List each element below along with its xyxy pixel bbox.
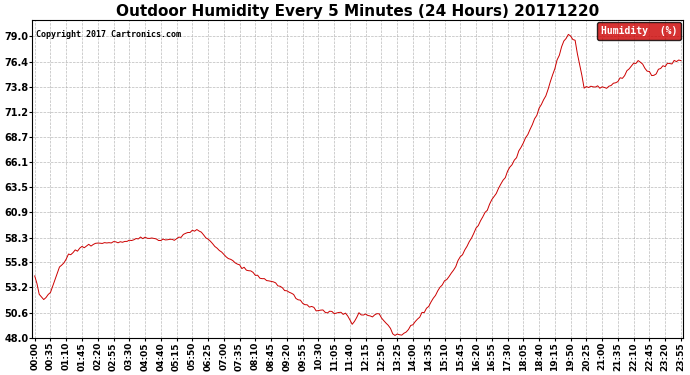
- Text: Copyright 2017 Cartronics.com: Copyright 2017 Cartronics.com: [36, 30, 181, 39]
- Legend: Humidity  (%): Humidity (%): [597, 22, 681, 40]
- Title: Outdoor Humidity Every 5 Minutes (24 Hours) 20171220: Outdoor Humidity Every 5 Minutes (24 Hou…: [116, 4, 600, 19]
